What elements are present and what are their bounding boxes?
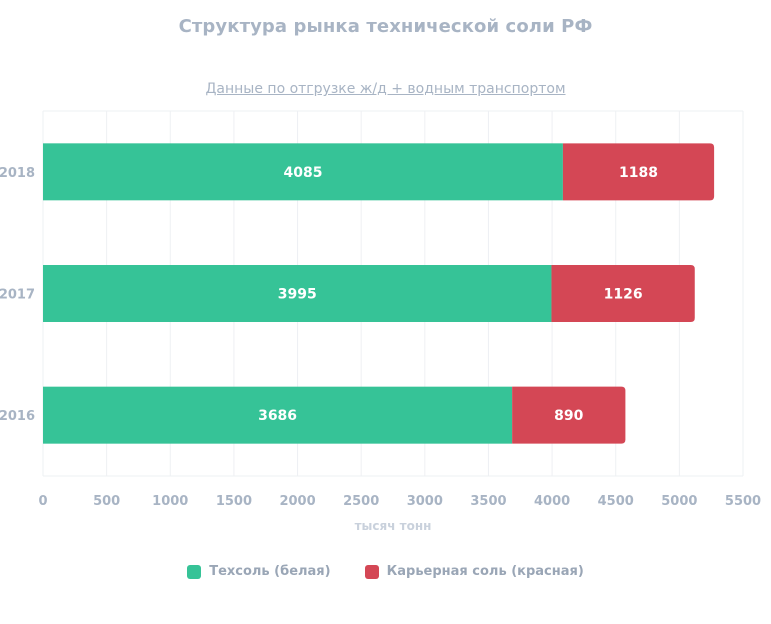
x-tick-label: 1000: [152, 494, 188, 509]
x-axis-label: тысяч тонн: [355, 519, 432, 533]
y-tick-label: 2018: [0, 166, 35, 181]
legend-item-white-salt[interactable]: Техсоль (белая): [187, 564, 331, 579]
data-labels: 4085 1188 3995 1126 3686 890: [258, 165, 658, 424]
bar-2016-series-0[interactable]: [43, 386, 513, 444]
x-tick-label: 5500: [725, 494, 761, 509]
chart-subtitle: Данные по отгрузке ж/д + водным транспор…: [205, 81, 566, 97]
bar-2017-series-0[interactable]: [43, 265, 552, 322]
bar-2018-series-1[interactable]: [562, 143, 715, 201]
x-tick-label: 0: [38, 494, 47, 509]
data-label-2016-series-1: 890: [554, 408, 583, 424]
data-label-2018-series-0: 4085: [283, 165, 322, 181]
bars: [43, 143, 715, 444]
data-label-2017-series-1: 1126: [604, 287, 643, 303]
legend-swatch-red-salt: [364, 564, 379, 579]
data-label-2017-series-0: 3995: [278, 287, 317, 303]
x-tick-label: 4000: [534, 494, 570, 509]
data-label-2016-series-0: 3686: [258, 408, 297, 424]
x-tick-label: 2500: [343, 494, 379, 509]
x-tick-label: 5000: [661, 494, 697, 509]
x-tick-label: 3000: [407, 494, 443, 509]
legend: Техсоль (белая) Карьерная соль (красная): [0, 564, 771, 579]
y-tick-label: 2017: [0, 288, 35, 303]
data-label-2018-series-1: 1188: [619, 165, 658, 181]
x-tick-labels: 0 500 1000 1500 2000 2500 3000 3500 4000 4500 5000…: [38, 494, 761, 509]
bar-2018-series-0[interactable]: [43, 143, 563, 201]
legend-swatch-white-salt: [187, 564, 202, 579]
y-tick-label: 2016: [0, 409, 35, 424]
legend-label-red-salt: Карьерная соль (красная): [386, 564, 584, 579]
legend-item-red-salt[interactable]: Карьерная соль (красная): [364, 564, 584, 579]
x-tick-label: 3500: [470, 494, 506, 509]
x-tick-label: 4500: [598, 494, 634, 509]
bar-2016-series-1[interactable]: [512, 386, 626, 444]
bar-2017-series-1[interactable]: [551, 265, 695, 322]
x-tick-label: 1500: [216, 494, 252, 509]
legend-label-white-salt: Техсоль (белая): [209, 564, 331, 579]
chart-title: Структура рынка технической соли РФ: [178, 16, 593, 37]
x-tick-label: 500: [93, 494, 120, 509]
x-tick-label: 2000: [279, 494, 315, 509]
y-tick-labels: 2018 2017 2016: [0, 166, 35, 424]
